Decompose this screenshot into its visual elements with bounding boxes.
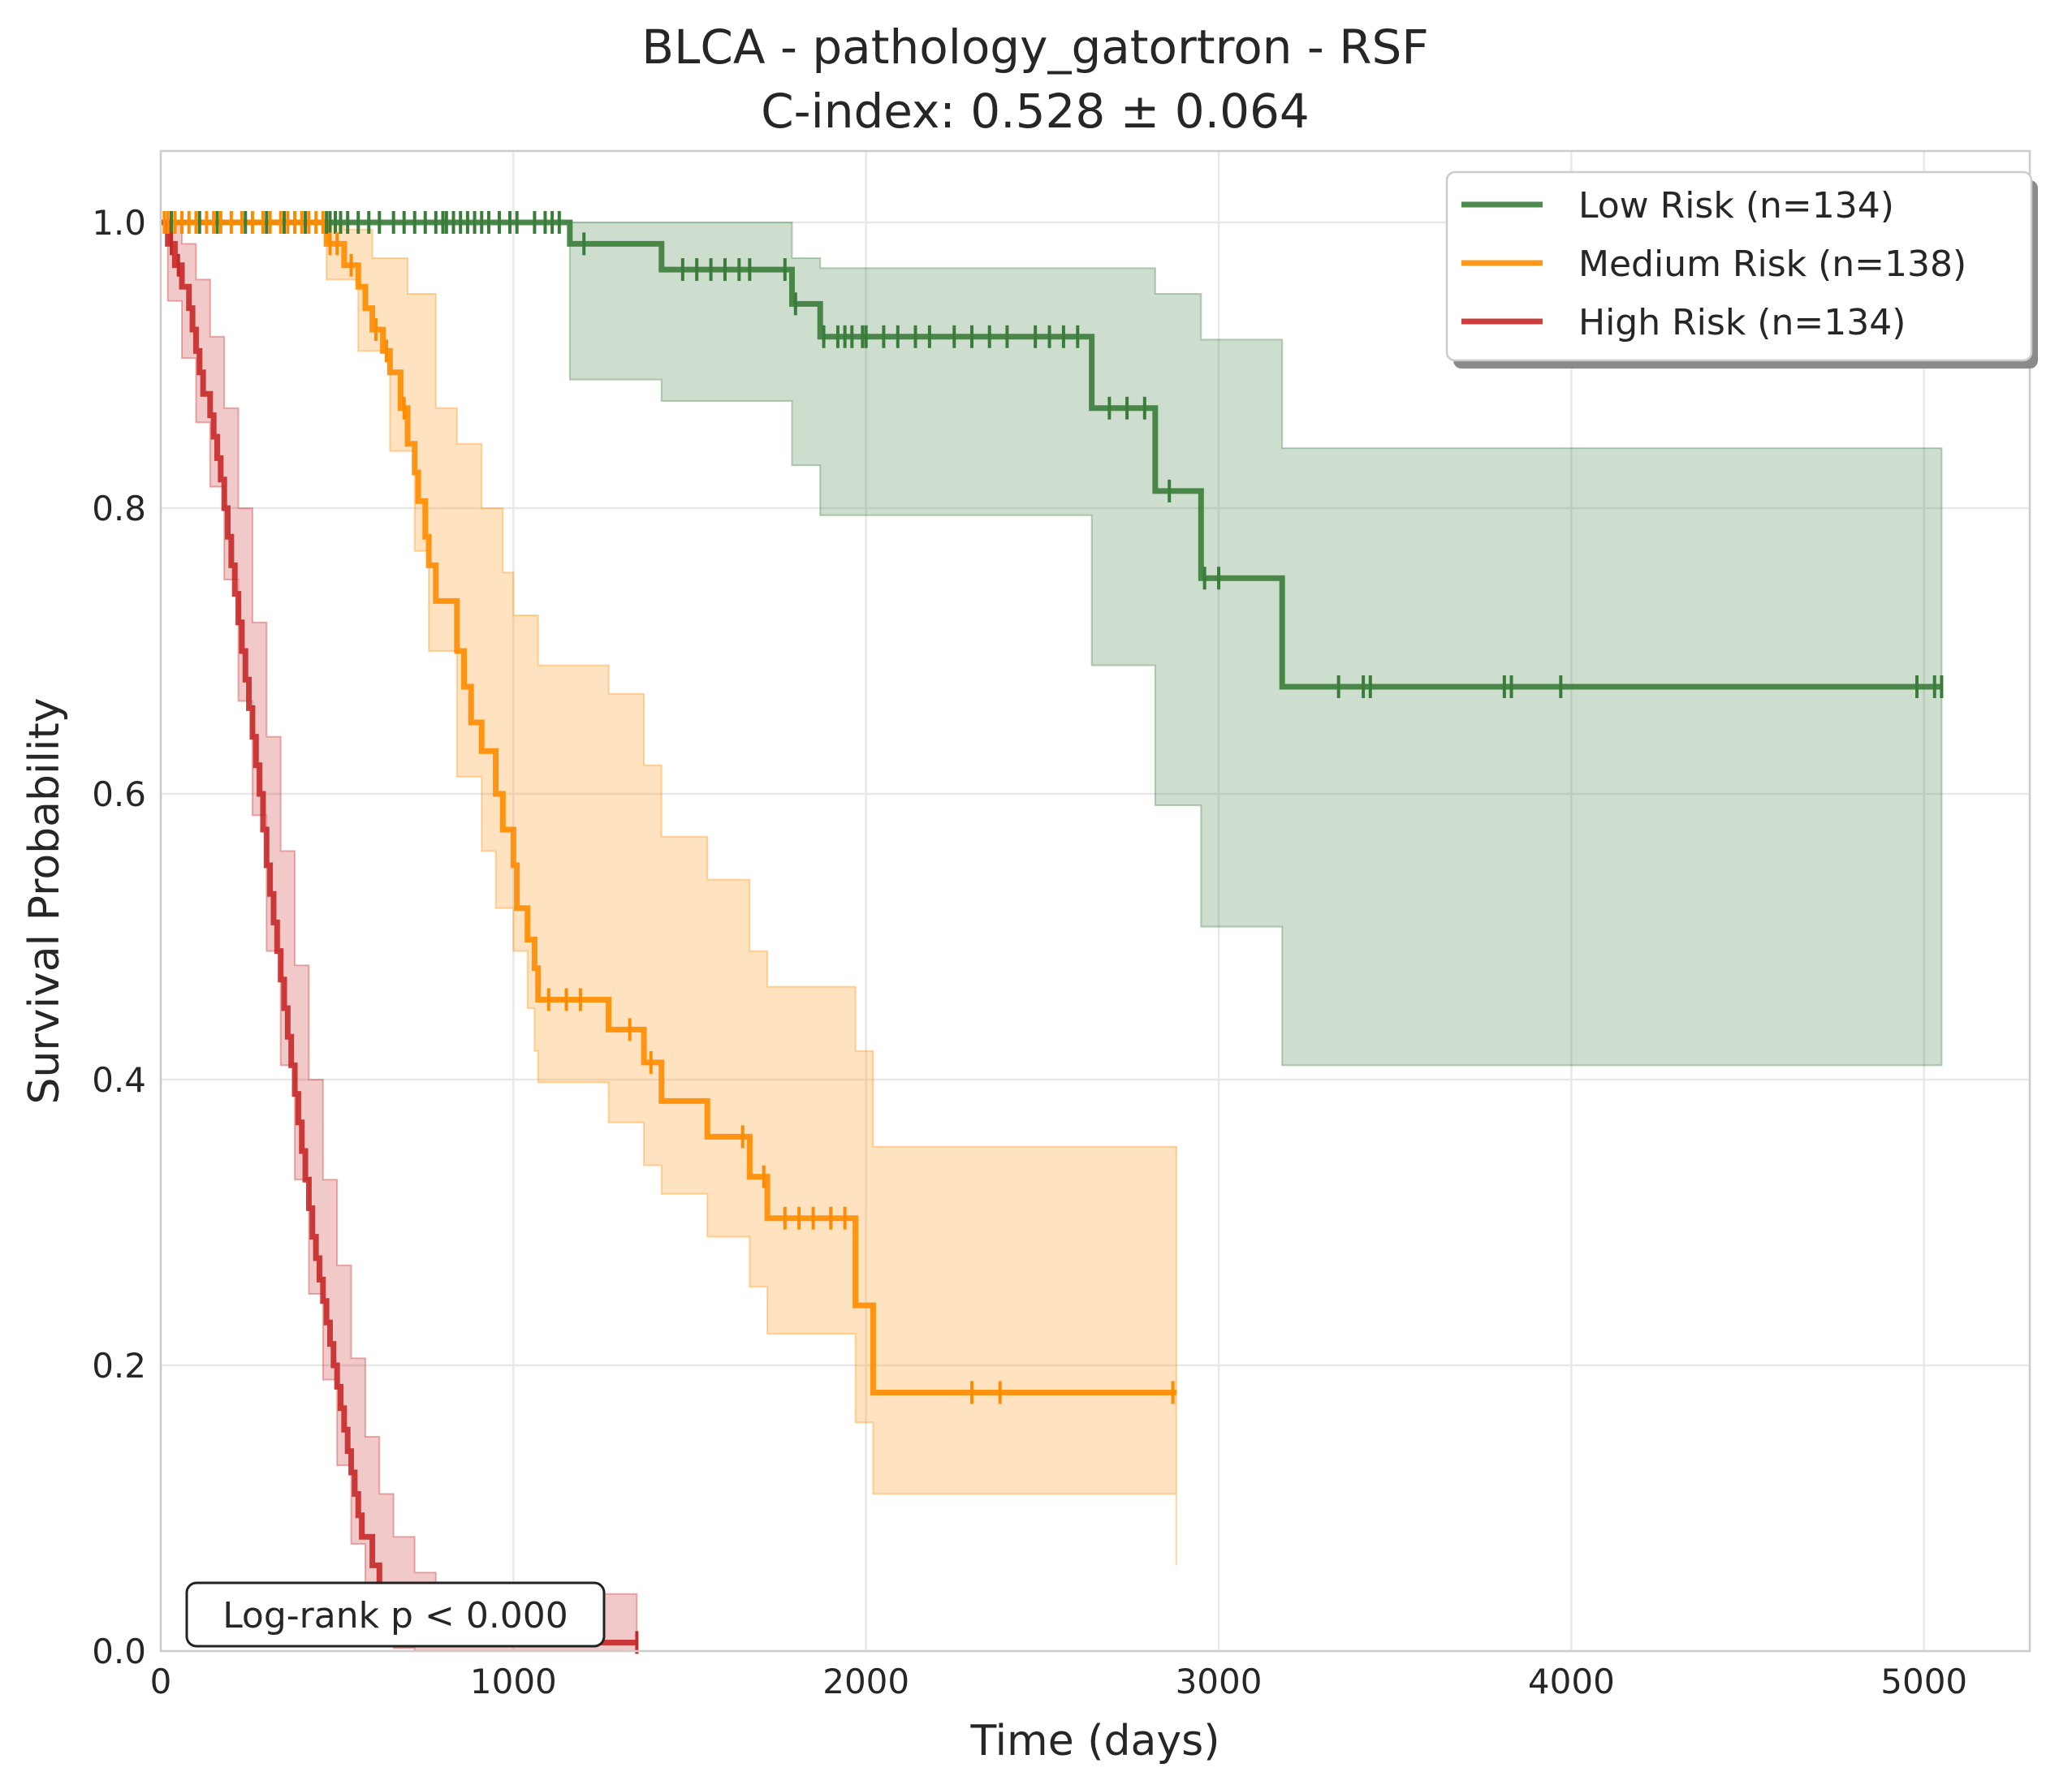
medium-risk-curve (161, 219, 1176, 1395)
high-risk-legend-label: High Risk (n=134) (1578, 302, 1906, 343)
survival-curves (161, 219, 1942, 1645)
logrank-box (185, 1581, 606, 1648)
x-tick-label: 3000 (1176, 1662, 1263, 1701)
chart-title: BLCA - pathology_gatortron - RSF (641, 19, 1428, 75)
x-tick-label: 5000 (1880, 1662, 1967, 1701)
chart-subtitle: C-index: 0.528 ± 0.064 (761, 84, 1310, 139)
high-risk-curve (161, 219, 637, 1645)
y-axis-ticks: 0.0 0.2 0.4 0.6 0.8 1.0 (92, 203, 146, 1671)
x-axis-ticks: 0 1000 2000 3000 4000 5000 (150, 1662, 1968, 1701)
logrank-text: Log-rank p < 0.000 (222, 1595, 568, 1636)
legend-box (1445, 170, 2033, 362)
logrank-annotation: Log-rank p < 0.000 (185, 1581, 606, 1648)
legend-items: Low Risk (n=134) Medium Risk (n=138) High … (1461, 185, 1966, 343)
low-risk-curve (161, 219, 1942, 690)
x-tick-label: 0 (150, 1662, 172, 1701)
x-tick-label: 1000 (470, 1662, 557, 1701)
confidence-bands (161, 222, 1943, 1652)
x-tick-label: 4000 (1528, 1662, 1615, 1701)
low-risk-legend-label: Low Risk (n=134) (1578, 185, 1894, 226)
y-tick-label: 0.2 (92, 1346, 146, 1386)
censor-marks (162, 211, 1944, 1654)
y-tick-label: 0.8 (92, 489, 146, 528)
low-risk-ci-band (161, 222, 1943, 1067)
y-tick-label: 0.6 (92, 774, 146, 814)
plot-area (161, 151, 2030, 1651)
y-tick-label: 0.4 (92, 1060, 146, 1100)
high-risk-ci-band (161, 222, 638, 1652)
y-axis-label: Survival Probability (20, 697, 69, 1104)
legend: Low Risk (n=134) Medium Risk (n=138) High … (1445, 170, 2038, 369)
x-axis-label: Time (days) (969, 1717, 1219, 1766)
y-tick-label: 0.0 (92, 1632, 146, 1671)
plot-frame (159, 149, 2031, 1653)
x-tick-label: 2000 (822, 1662, 909, 1701)
medium-risk-ci-band (161, 222, 1177, 1566)
medium-risk-legend-label: Medium Risk (n=138) (1578, 244, 1966, 285)
y-tick-label: 1.0 (92, 203, 146, 243)
